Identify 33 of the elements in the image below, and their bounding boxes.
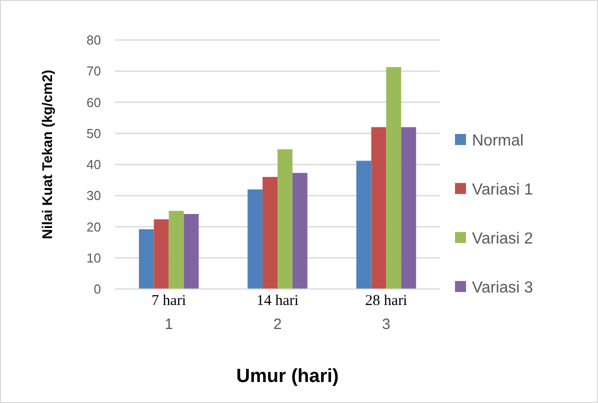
bar [371,127,386,289]
bar [262,176,278,289]
y-axis-title: Nilai Kuat Tekan (kg/cm2) [39,70,55,240]
bar [401,127,416,289]
x-tick-label: 2 [273,316,282,333]
text: 14 hari [256,293,299,309]
legend-label: Variasi 1 [472,182,534,199]
bar [278,149,292,289]
y-tick-label: 80 [86,32,101,48]
y-tick-label: 60 [86,94,101,110]
y-tick-label: 40 [86,157,101,172]
bar [184,214,199,289]
y-tick-label: 30 [86,188,101,204]
bar [356,160,372,289]
legend-label: Variasi 3 [472,280,534,297]
x-axis-title: Umur (hari) [236,366,339,387]
legend-label: Variasi 2 [472,230,534,248]
text: 28 hari [365,293,408,309]
y-tick-label: 20 [86,219,101,234]
x-tick-label: 1 [164,316,173,333]
y-tick-label: 70 [86,64,101,79]
bar [168,210,184,289]
bar [386,67,402,289]
bar [138,229,154,289]
bar [248,189,263,289]
y-tick-label: 0 [94,282,101,297]
y-tick-label: 10 [86,250,101,266]
text: 7 hari [152,293,186,309]
bar [292,172,308,289]
bar [154,219,169,289]
legend-label: Normal [472,132,524,150]
x-tick-label: 3 [382,316,390,333]
y-tick-label: 50 [86,126,101,141]
